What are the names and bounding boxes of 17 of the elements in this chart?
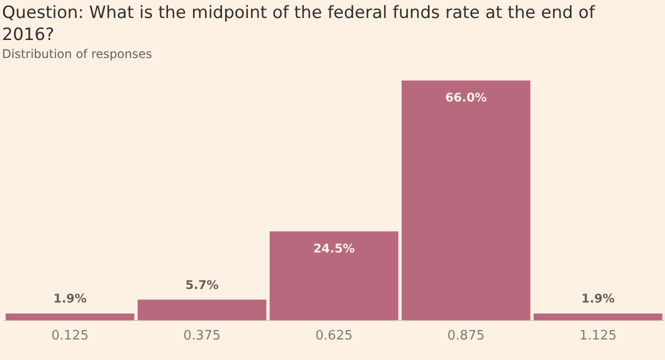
data-label: 1.9% bbox=[53, 292, 87, 306]
bar bbox=[270, 231, 398, 320]
data-label: 5.7% bbox=[185, 278, 219, 292]
bar bbox=[534, 313, 662, 320]
x-tick-label: 0.125 bbox=[51, 328, 89, 344]
bar bbox=[138, 300, 266, 320]
x-tick-label: 0.625 bbox=[315, 328, 353, 344]
bar bbox=[402, 80, 530, 320]
x-tick-label: 0.875 bbox=[447, 328, 485, 344]
chart-subtitle: Distribution of responses bbox=[2, 46, 153, 62]
data-label: 24.5% bbox=[313, 241, 355, 256]
x-tick-label: 0.375 bbox=[183, 328, 221, 344]
bar bbox=[6, 313, 134, 320]
chart-title: Question: What is the midpoint of the federal funds rate at the end of 2016? bbox=[2, 2, 596, 46]
x-tick-label: 1.125 bbox=[579, 328, 617, 344]
data-label: 66.0% bbox=[445, 90, 487, 105]
data-label: 1.9% bbox=[581, 292, 615, 306]
